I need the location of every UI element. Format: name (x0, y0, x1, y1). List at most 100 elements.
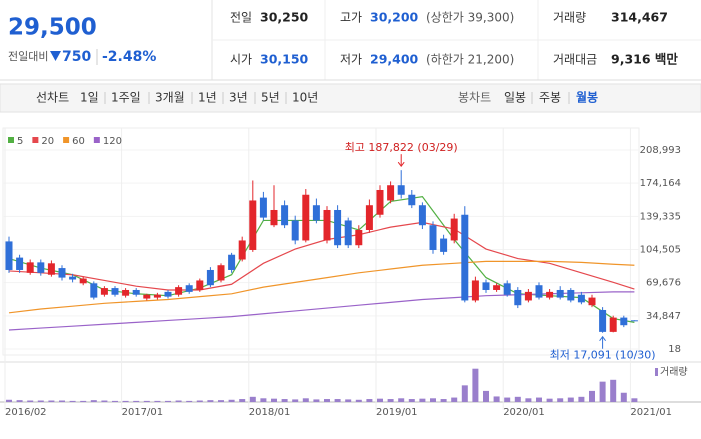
ma-line (8, 221, 635, 291)
volume-bar (302, 398, 309, 402)
volume-bar (228, 399, 235, 402)
candle-body (100, 288, 108, 295)
volume-bar (59, 400, 65, 402)
candle-body (249, 200, 257, 250)
candle-body (376, 189, 384, 215)
legend-swatch (93, 137, 100, 143)
volume-bar (504, 397, 511, 402)
volume-bar (239, 399, 246, 402)
tab[interactable]: 월봉 (576, 90, 598, 105)
legend-swatch (63, 137, 70, 143)
y-tick-label: 139,335 (640, 211, 681, 222)
volume-bar (271, 398, 277, 402)
volume-bar (69, 400, 76, 402)
change: 750 (62, 49, 91, 65)
candle-body (567, 289, 575, 301)
annotation: 최고 187,822 (03/29) (345, 141, 458, 154)
volume-bar (324, 399, 330, 402)
tab[interactable]: 3개월 (155, 91, 185, 105)
volume-bar (419, 398, 426, 402)
volume-legend-swatch (655, 368, 658, 376)
volume-bar (398, 398, 405, 402)
info-value: 30,150 (260, 52, 309, 67)
tab[interactable]: 주봉 (539, 91, 561, 105)
candle-body (259, 197, 267, 218)
tab[interactable]: 1년 (198, 91, 217, 105)
tab[interactable]: 1일 (80, 91, 99, 105)
candle-body (577, 294, 585, 303)
volume-bar (48, 400, 55, 402)
volume-bar (430, 398, 436, 402)
y-tick-label: 18 (668, 344, 681, 355)
volume-bar (546, 398, 553, 402)
info-value: 9,316 백만 (611, 52, 678, 67)
ma-line (8, 260, 635, 314)
candle-body (196, 280, 204, 290)
info-value: 29,400 (370, 52, 419, 67)
arrow-head (599, 335, 606, 342)
legend-swatch (32, 137, 39, 143)
candle-body (609, 317, 617, 332)
change-label: 전일대비 (8, 49, 48, 63)
x-tick-label: 2020/01 (503, 407, 545, 418)
volume-bar (37, 400, 44, 402)
volume-bar (355, 399, 362, 402)
tab-group-label: 선차트 (36, 91, 69, 105)
candle-body (450, 218, 458, 241)
tab[interactable]: 3년 (229, 91, 248, 105)
candle-body (302, 194, 310, 241)
candle-body (132, 289, 140, 295)
candle-body (365, 205, 373, 230)
candle-body (387, 185, 395, 201)
price: 29,500 (8, 15, 97, 41)
volume-bar (620, 392, 627, 402)
candle-body (47, 263, 55, 275)
candle-body (164, 291, 172, 297)
volume-bar (133, 400, 140, 402)
candle-body (175, 287, 183, 295)
volume-bar (27, 400, 34, 402)
down-arrow (50, 51, 61, 61)
tab[interactable]: 1주일 (111, 91, 141, 105)
candle-body (588, 297, 596, 306)
candle-body (90, 283, 98, 298)
arrow-head (397, 161, 405, 167)
candle-body (238, 240, 246, 260)
volume-bar (292, 399, 299, 402)
info-label: 거래대금 (553, 53, 597, 67)
y-tick-label: 174,164 (640, 178, 681, 189)
candle-body (408, 194, 416, 206)
candle-body (143, 294, 151, 299)
tab[interactable]: 5년 (261, 91, 280, 105)
y-tick-label: 34,847 (646, 311, 681, 322)
volume-bar (207, 400, 214, 402)
volume-bar (440, 399, 447, 402)
volume-bar (483, 390, 489, 402)
candle-body (5, 241, 13, 270)
y-tick-label: 69,676 (646, 278, 681, 289)
change-pct: -2.48% (102, 49, 156, 65)
candle-body (355, 229, 363, 246)
volume-bar (514, 396, 521, 402)
volume-bar (408, 399, 415, 402)
candle-body (291, 220, 299, 241)
candle-body (630, 320, 638, 322)
tab[interactable]: 10년 (292, 91, 318, 105)
x-tick-label: 2017/01 (122, 407, 164, 418)
legend-label: 60 (72, 136, 85, 147)
volume-bar (377, 398, 383, 402)
info-value: 314,467 (611, 10, 668, 25)
candle-body (344, 220, 352, 246)
x-tick-label: 2018/01 (249, 407, 291, 418)
candle-body (270, 209, 278, 226)
candle-body (281, 205, 289, 226)
info-label: 거래량 (553, 11, 586, 25)
volume-bar (451, 397, 458, 402)
volume-bar (345, 399, 352, 402)
candle-body (58, 268, 66, 278)
candle-body (312, 205, 320, 221)
volume-bar (567, 397, 574, 402)
tab[interactable]: 일봉 (504, 91, 526, 105)
tab-group-label: 봉차트 (458, 91, 491, 105)
volume-bar (334, 399, 341, 402)
